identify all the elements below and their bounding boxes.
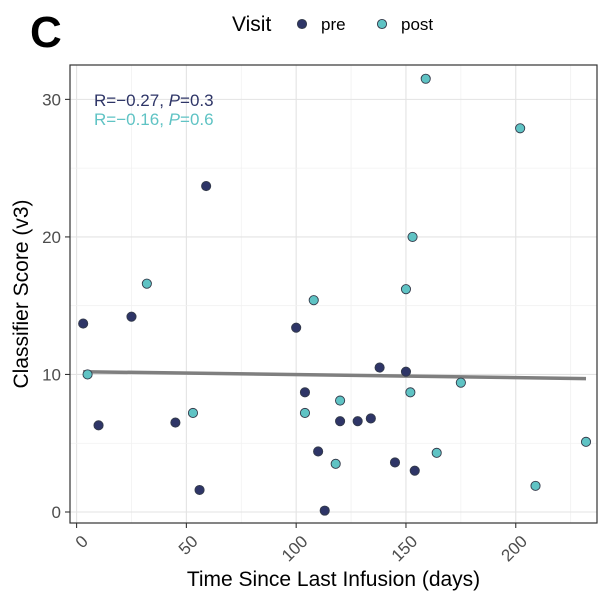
point-pre — [335, 416, 346, 427]
plot-panel — [70, 65, 597, 523]
point-post — [431, 447, 442, 458]
correlation-annotation: R=−0.27, P=0.3 — [94, 91, 214, 110]
point-post — [455, 377, 466, 388]
point-post — [400, 284, 412, 295]
panel-label: C — [30, 8, 62, 57]
point-pre — [365, 413, 376, 424]
y-tick-label: 0 — [52, 503, 61, 522]
point-post — [299, 407, 311, 419]
point-post — [580, 436, 592, 447]
point-post — [141, 278, 152, 289]
points — [78, 73, 592, 516]
point-post — [308, 295, 319, 306]
point-pre — [409, 465, 420, 476]
legend-key-post — [376, 18, 388, 30]
point-pre — [126, 311, 137, 322]
legend-key-pre — [296, 18, 308, 30]
point-pre — [319, 505, 330, 516]
x-tick-label: 100 — [278, 532, 311, 565]
point-pre — [400, 366, 412, 377]
point-pre — [313, 446, 324, 457]
x-tick-label: 50 — [175, 532, 202, 559]
x-tick-label: 0 — [72, 532, 92, 552]
legend-label-post: post — [401, 15, 433, 34]
point-pre — [170, 417, 181, 428]
y-tick-label: 30 — [42, 90, 61, 109]
axis-ticks: 0 50 100 150 200 0 10 20 30 — [42, 90, 531, 565]
point-pre — [352, 416, 363, 427]
point-post — [420, 73, 431, 84]
point-pre — [389, 457, 401, 468]
point-pre — [93, 420, 104, 431]
point-pre — [201, 180, 212, 192]
legend-label-pre: pre — [321, 15, 346, 34]
point-post — [82, 369, 93, 380]
point-post — [407, 231, 418, 242]
trend-line-group — [83, 369, 587, 381]
annotations: R=−0.27, P=0.3R=−0.16, P=0.6 — [94, 91, 214, 129]
legend-title: Visit — [232, 13, 271, 36]
x-axis-title: Time Since Last Infusion (days) — [187, 568, 480, 591]
y-axis-title: Classifier Score (v3) — [10, 199, 33, 388]
point-post — [187, 407, 199, 419]
point-pre — [291, 322, 302, 333]
point-post — [530, 480, 541, 491]
point-pre — [78, 318, 89, 329]
correlation-annotation: R=−0.16, P=0.6 — [94, 110, 214, 129]
point-post — [405, 387, 416, 398]
x-tick-label: 150 — [388, 532, 421, 565]
x-tick-label: 200 — [498, 532, 531, 565]
point-post — [330, 458, 341, 469]
point-pre — [374, 362, 385, 373]
legend: Visit pre post — [232, 13, 433, 36]
point-pre — [299, 387, 311, 398]
point-post — [515, 123, 526, 134]
point-post — [335, 395, 346, 406]
trend-line — [83, 369, 587, 381]
plot-border — [69, 64, 598, 524]
point-pre — [194, 484, 205, 496]
y-tick-label: 10 — [42, 365, 61, 384]
y-tick-label: 20 — [42, 228, 61, 247]
